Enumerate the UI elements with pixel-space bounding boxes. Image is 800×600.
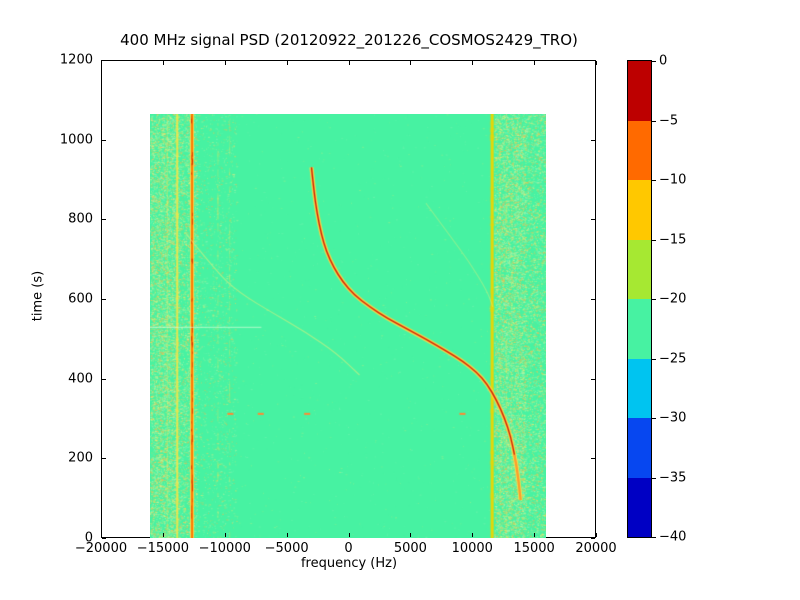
colorbar-tick-mark xyxy=(652,477,656,479)
x-tick-mark xyxy=(596,533,597,537)
y-tick-mark xyxy=(591,538,595,539)
colorbar-segment xyxy=(628,358,651,418)
colorbar-tick-label: −15 xyxy=(659,232,687,247)
y-tick-label: 1200 xyxy=(59,52,93,68)
x-tick-mark xyxy=(162,533,164,537)
x-tick-mark xyxy=(472,533,474,537)
y-tick-mark xyxy=(102,299,106,300)
x-tick-mark xyxy=(101,61,102,65)
x-tick-mark xyxy=(472,61,474,65)
y-tick-mark xyxy=(102,219,106,221)
chart-title: 400 MHz signal PSD (20120922_201226_COSM… xyxy=(120,31,578,49)
y-tick-mark xyxy=(591,378,595,380)
x-tick-label: 5000 xyxy=(393,541,427,556)
colorbar-segment xyxy=(628,61,651,121)
x-tick-mark xyxy=(410,533,412,537)
y-tick-label: 800 xyxy=(68,211,93,227)
y-tick-mark xyxy=(591,60,595,61)
y-tick-label: 1000 xyxy=(59,132,93,148)
y-tick-mark xyxy=(102,538,106,539)
y-tick-mark xyxy=(102,378,106,380)
y-tick-mark xyxy=(102,458,106,460)
x-tick-mark xyxy=(596,61,597,65)
colorbar-tick-mark xyxy=(652,239,656,241)
colorbar-segment xyxy=(628,180,651,240)
colorbar-segment xyxy=(628,239,651,299)
colorbar-segment xyxy=(628,418,651,478)
colorbar-segment xyxy=(628,120,651,180)
colorbar-tick-mark xyxy=(652,120,656,122)
x-tick-mark xyxy=(162,61,164,65)
y-axis-label: time (s) xyxy=(30,270,46,322)
x-tick-mark xyxy=(348,533,350,537)
colorbar-tick-label: −5 xyxy=(659,113,679,128)
colorbar-tick-label: −35 xyxy=(659,470,687,485)
y-tick-label: 400 xyxy=(68,371,93,387)
colorbar-tick-label: −20 xyxy=(659,291,687,307)
colorbar-tick-mark xyxy=(652,61,656,62)
x-axis-label: frequency (Hz) xyxy=(300,556,398,571)
y-tick-mark xyxy=(591,219,595,221)
y-tick-mark xyxy=(591,299,595,300)
x-tick-label: −5000 xyxy=(264,541,309,556)
y-tick-mark xyxy=(102,139,106,141)
colorbar-tick-mark xyxy=(652,299,656,300)
x-tick-mark xyxy=(224,533,226,537)
x-tick-mark xyxy=(101,533,102,537)
y-tick-label: 600 xyxy=(68,291,93,307)
x-tick-mark xyxy=(224,61,226,65)
y-tick-label: 0 xyxy=(84,530,93,546)
colorbar-tick-mark xyxy=(652,180,656,181)
x-tick-label: −15000 xyxy=(136,541,189,556)
y-tick-mark xyxy=(591,458,595,460)
x-tick-label: −20000 xyxy=(74,541,128,556)
x-tick-label: 0 xyxy=(344,541,353,556)
y-tick-label: 200 xyxy=(68,450,93,466)
colorbar-tick-label: 0 xyxy=(659,53,668,69)
colorbar-tick-mark xyxy=(652,358,656,360)
colorbar-tick-label: −10 xyxy=(659,172,687,188)
colorbar-tick-mark xyxy=(652,536,656,538)
colorbar-tick-label: −25 xyxy=(659,351,687,366)
colorbar-tick-mark xyxy=(652,418,656,419)
y-tick-mark xyxy=(591,139,595,141)
plot-axes xyxy=(101,60,597,539)
colorbar-segment xyxy=(628,299,651,359)
y-tick-mark xyxy=(102,60,106,61)
colorbar xyxy=(627,60,652,538)
x-tick-mark xyxy=(534,533,536,537)
x-tick-mark xyxy=(286,61,288,65)
x-tick-label: −10000 xyxy=(198,541,251,556)
x-tick-label: 15000 xyxy=(513,541,555,556)
x-tick-mark xyxy=(286,533,288,537)
spectrogram-image xyxy=(150,114,546,538)
x-tick-mark xyxy=(410,61,412,65)
colorbar-segment xyxy=(628,477,651,537)
colorbar-tick-label: −30 xyxy=(659,410,687,426)
x-tick-mark xyxy=(348,61,350,65)
colorbar-tick-label: −40 xyxy=(659,529,687,545)
x-tick-mark xyxy=(534,61,536,65)
x-tick-label: 20000 xyxy=(575,541,617,556)
x-tick-label: 10000 xyxy=(451,541,493,556)
